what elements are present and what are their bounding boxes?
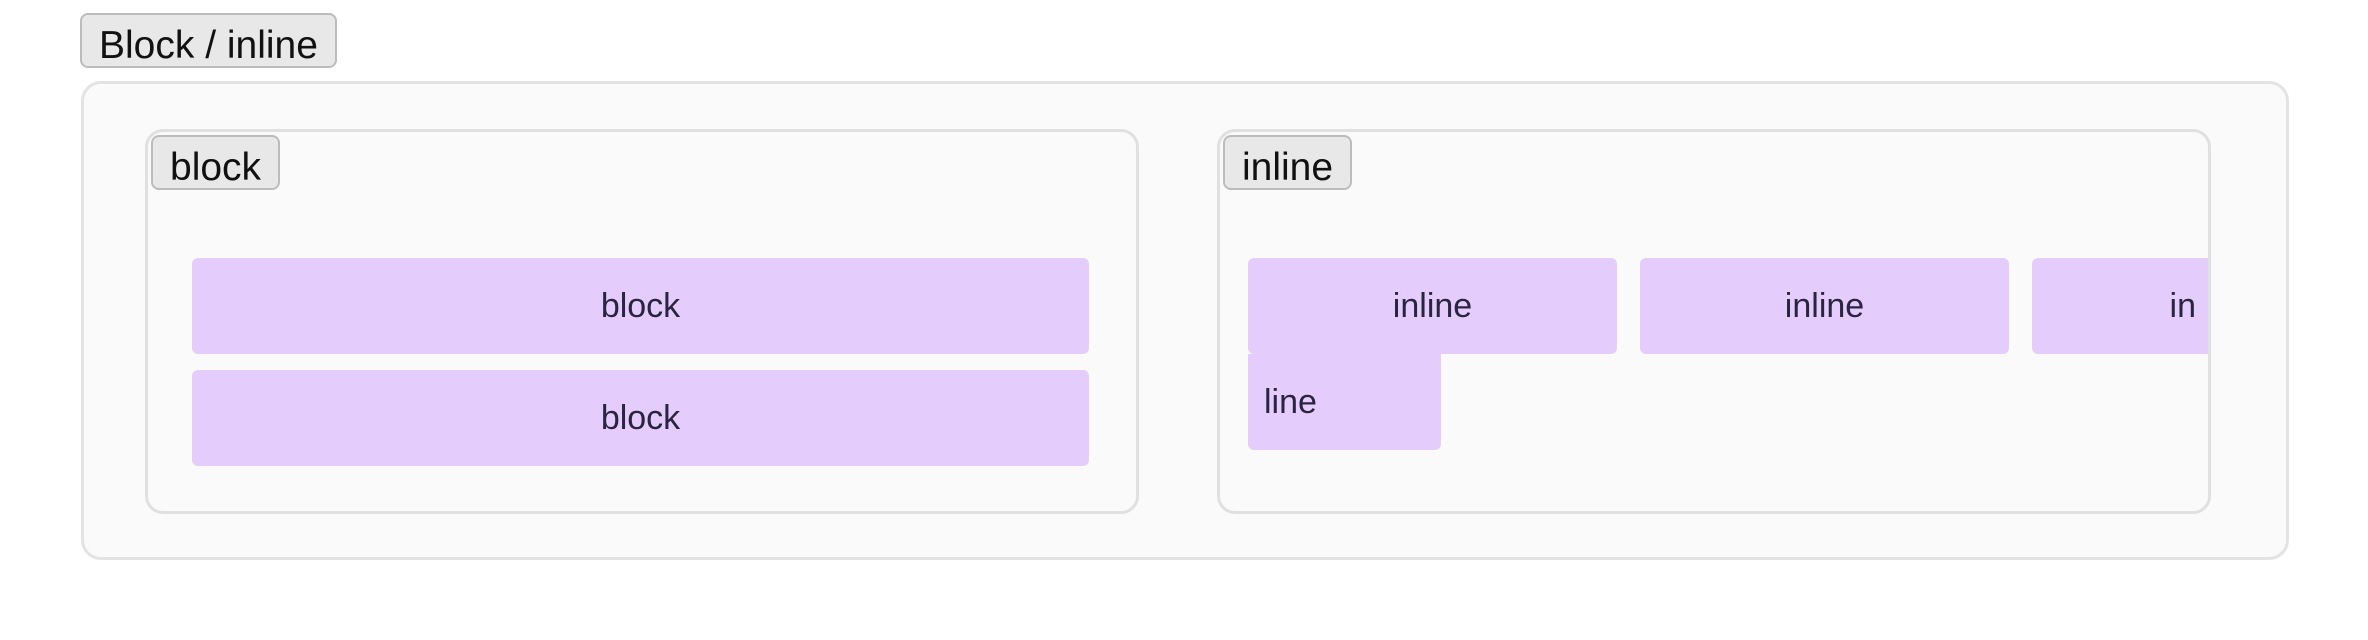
inline-panel-label: inline xyxy=(1223,135,1353,190)
demo-title: Block / inline xyxy=(80,13,337,68)
demo-container: block block block inline inline inline i… xyxy=(81,81,2289,560)
inline-box-3-continued: line xyxy=(1248,354,1441,450)
block-panel-label: block xyxy=(151,135,281,190)
inline-panel: inline inline inline in line xyxy=(1217,129,2211,514)
block-box-1: block xyxy=(192,258,1089,354)
inline-box-1: inline xyxy=(1248,258,1617,354)
inline-box-3-start: in xyxy=(2032,258,2208,354)
block-panel: block block block xyxy=(145,129,1139,514)
block-box-2: block xyxy=(192,370,1089,466)
inline-box-2: inline xyxy=(1640,258,2009,354)
